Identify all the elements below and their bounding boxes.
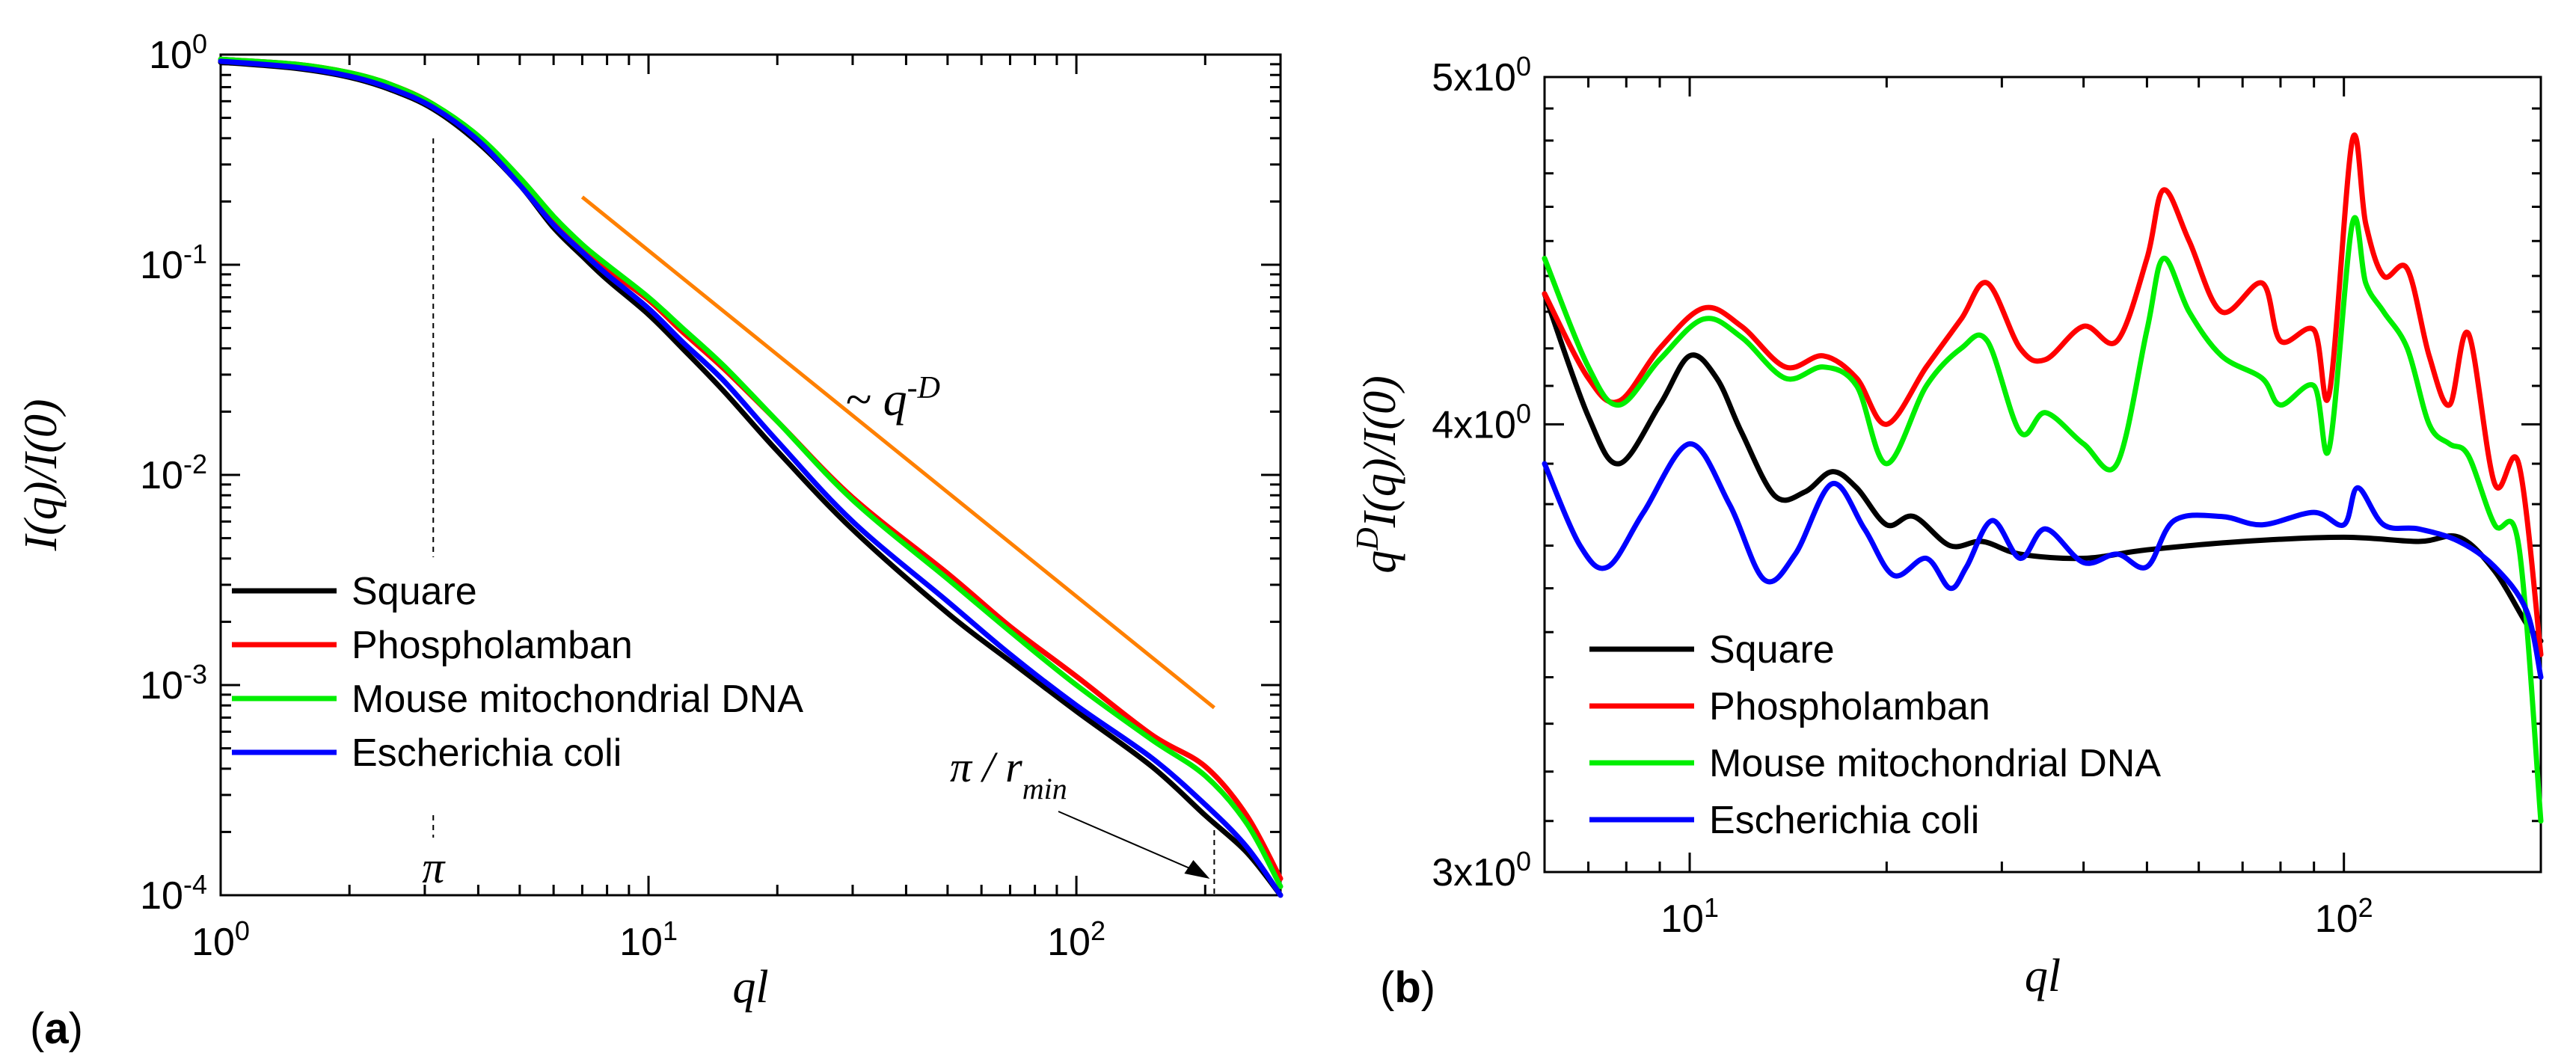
legend-label-a-1: Phospholamban — [352, 624, 633, 667]
ticks-b: 101 102 5x100 4x100 3x100 — [1432, 51, 2542, 942]
legend-label-b-2: Mouse mitochondrial DNA — [1709, 742, 2161, 785]
panel-tag-b: (b) — [1380, 963, 1435, 1012]
rmin-arrow-head — [1184, 860, 1210, 879]
panel-tag-a-close: ) — [69, 1004, 83, 1053]
panel-tag-a: (a) — [30, 1004, 83, 1053]
y-axis-label-b-sup: D — [1351, 527, 1385, 550]
panel-tag-b-letter: b — [1394, 963, 1420, 1012]
x-tick-label-a-2: 102 — [1047, 915, 1105, 965]
ticks-a: 100 101 102 100 10-1 10-2 10-3 10-4 — [140, 28, 1282, 965]
x-tick-label-b-1: 102 — [2315, 892, 2373, 942]
x-tick-label-a-0: 100 — [191, 915, 250, 965]
panel-tag-b-open: ( — [1380, 963, 1394, 1012]
power-law-guide-line — [580, 195, 1215, 710]
legend-label-b-3: Escherichia coli — [1709, 799, 1979, 842]
rmin-label: π / rmin — [950, 743, 1067, 805]
x-axis-label-b: ql — [2025, 951, 2061, 1001]
x-tick-label-b-0: 101 — [1660, 892, 1719, 942]
panel-tag-b-close: ) — [1421, 963, 1435, 1012]
y-tick-label-b-1: 4x100 — [1432, 398, 1531, 447]
y-tick-label-a-0: 100 — [149, 28, 207, 78]
legend-label-b-1: Phospholamban — [1709, 685, 1990, 728]
panel-tag-a-letter: a — [44, 1004, 69, 1053]
y-tick-label-a-2: 10-2 — [140, 449, 207, 498]
legend-label-b-0: Square — [1709, 628, 1835, 672]
panel-tag-a-open: ( — [30, 1004, 44, 1053]
x-axis-label-a: ql — [732, 962, 768, 1013]
legend-label-a-0: Square — [352, 570, 477, 613]
legend-b: Square Phospholamban Mouse mitochondrial D… — [1589, 628, 2161, 842]
panel-b: 101 102 5x100 4x100 3x100 Square Phospholamba… — [1351, 51, 2544, 1012]
panel-a: 100 101 102 100 10-1 10-2 10-3 10-4 ~ q-D π π / r… — [16, 28, 1284, 1053]
y-tick-label-a-1: 10-1 — [140, 239, 207, 288]
pi-label: π — [422, 843, 446, 892]
legend-a: Square Phospholamban Mouse mitochondrial D… — [232, 570, 803, 775]
legend-label-a-3: Escherichia coli — [352, 731, 622, 775]
series-line-b-mouse-mitochondrial-dna — [1542, 215, 2544, 824]
y-axis-label-b: qDI(q)/I(0) — [1351, 375, 1405, 573]
power-law-label: ~ q-D — [845, 371, 940, 426]
y-tick-label-b-0: 5x100 — [1432, 51, 1531, 100]
rmin-arrow-line — [1058, 811, 1206, 876]
plot-frame-b — [1543, 76, 2542, 874]
y-axis-label-a: I(q)/I(0) — [16, 399, 67, 551]
y-tick-label-a-4: 10-4 — [140, 869, 207, 918]
y-axis-label-b-base: q — [1355, 550, 1405, 574]
series-line-a-mouse-mitochondrial-dna — [218, 56, 1284, 889]
series-line-b-escherichia-coli — [1542, 441, 2544, 680]
y-tick-label-a-3: 10-3 — [140, 659, 207, 708]
y-tick-label-b-2: 3x100 — [1432, 846, 1531, 895]
series-line-b-square — [1542, 291, 2544, 644]
series-a — [218, 56, 1284, 898]
series-b — [1542, 132, 2544, 824]
y-axis-label-b-rest: I(q)/I(0) — [1355, 375, 1405, 528]
series-line-b-phospholamban — [1542, 132, 2544, 657]
annotations-a: ~ q-D π π / rmin — [422, 138, 1215, 895]
legend-label-a-2: Mouse mitochondrial DNA — [352, 678, 803, 721]
x-tick-label-a-1: 101 — [619, 915, 678, 965]
series-line-a-escherichia-coli — [218, 58, 1284, 898]
